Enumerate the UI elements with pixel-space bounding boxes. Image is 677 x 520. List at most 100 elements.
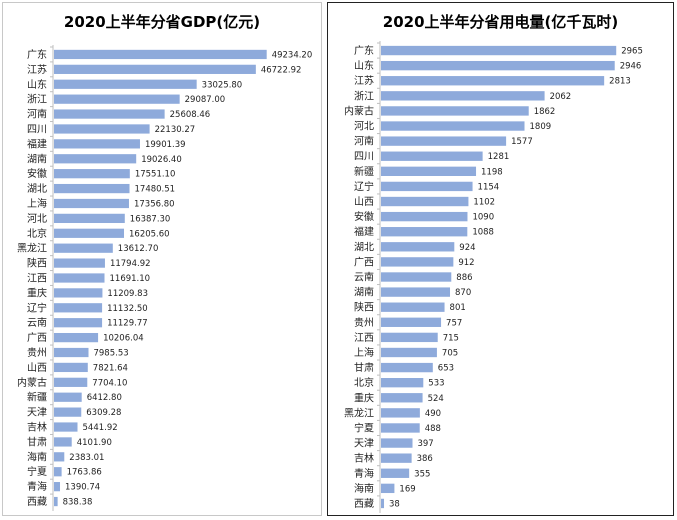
category-label: 上海	[27, 197, 47, 210]
data-bar	[54, 377, 88, 387]
category-label: 新疆	[27, 391, 47, 404]
data-bar	[54, 467, 62, 477]
category-label: 广西	[27, 332, 47, 344]
value-label: 11209.83	[107, 289, 148, 299]
gdp-chart-title: 2020上半年分省GDP(亿元)	[63, 13, 261, 31]
category-label: 河南	[27, 108, 47, 121]
data-bar	[54, 332, 99, 343]
category-label: 湖南	[354, 286, 374, 299]
data-bar	[381, 362, 433, 373]
data-bar	[381, 377, 424, 388]
data-bar	[381, 317, 442, 327]
category-label: 海南	[354, 482, 374, 495]
data-bar	[381, 408, 420, 418]
value-label: 38	[389, 499, 400, 509]
value-label: 7821.64	[93, 363, 128, 373]
category-label: 山东	[354, 59, 374, 72]
category-label: 重庆	[354, 391, 374, 404]
gdp-chart-panel: 2020上半年分省GDP(亿元) 广东 49234.20 江苏 46722.92 山东 3…	[2, 2, 322, 516]
data-bar	[54, 169, 130, 179]
value-label: 2946	[620, 62, 642, 72]
value-label: 2965	[621, 47, 643, 57]
value-label: 33025.80	[202, 80, 243, 90]
data-bar	[54, 318, 103, 328]
data-bar	[381, 91, 545, 101]
data-bar	[54, 482, 61, 492]
value-label: 488	[425, 424, 441, 434]
data-bar	[381, 166, 477, 177]
data-bar	[381, 287, 451, 297]
value-label: 46722.92	[261, 65, 302, 75]
value-label: 169	[399, 484, 415, 494]
data-bar	[54, 198, 129, 209]
value-label: 13612.70	[118, 244, 159, 254]
data-bar	[381, 468, 410, 478]
data-bar	[381, 196, 469, 207]
category-label: 湖南	[27, 152, 47, 165]
category-label: 浙江	[27, 94, 47, 106]
data-bar	[381, 498, 385, 509]
value-label: 7704.10	[92, 378, 127, 388]
value-label: 2062	[550, 92, 572, 102]
category-label: 西藏	[354, 498, 374, 510]
value-label: 886	[456, 273, 472, 283]
category-label: 北京	[354, 376, 374, 389]
category-label: 云南	[27, 316, 47, 329]
data-bar	[54, 213, 125, 224]
value-label: 49234.20	[272, 50, 313, 60]
category-label: 新疆	[354, 165, 374, 178]
data-bar	[54, 452, 65, 462]
data-bar	[381, 438, 413, 448]
data-bar	[54, 49, 267, 60]
data-bar	[381, 76, 605, 86]
category-label: 青海	[354, 467, 374, 480]
category-label: 辽宁	[354, 180, 374, 193]
category-label: 天津	[354, 438, 374, 450]
category-label: 江苏	[354, 74, 374, 87]
category-label: 甘肃	[27, 435, 47, 448]
category-label: 四川	[27, 124, 47, 135]
data-bar	[54, 124, 150, 134]
value-label: 524	[428, 394, 444, 404]
category-label: 河北	[27, 213, 47, 225]
category-label: 宁夏	[27, 465, 47, 478]
data-bar	[381, 181, 473, 192]
data-bar	[54, 64, 256, 74]
value-label: 5441.92	[83, 423, 118, 433]
data-bar	[381, 45, 617, 56]
category-label: 广西	[354, 256, 374, 268]
value-label: 22130.27	[155, 125, 196, 135]
data-bar	[54, 273, 105, 283]
value-label: 17356.80	[134, 199, 175, 209]
value-label: 16205.60	[129, 229, 170, 239]
value-label: 2383.01	[69, 453, 104, 463]
category-label: 四川	[354, 152, 374, 163]
data-bar	[381, 106, 529, 116]
value-label: 1809	[530, 122, 552, 132]
category-label: 陕西	[27, 257, 47, 270]
value-label: 10206.04	[103, 334, 144, 344]
value-label: 4101.90	[77, 438, 112, 448]
category-label: 陕西	[354, 301, 374, 314]
category-label: 福建	[27, 137, 47, 150]
value-label: 838.38	[63, 498, 93, 508]
value-label: 715	[443, 333, 459, 343]
category-label: 安徽	[27, 167, 47, 180]
category-label: 内蒙古	[344, 104, 374, 117]
value-label: 1763.86	[67, 468, 102, 478]
category-label: 广东	[27, 48, 47, 61]
category-label: 宁夏	[354, 421, 374, 434]
value-label: 6309.28	[86, 408, 121, 418]
category-label: 安徽	[354, 210, 374, 223]
value-label: 397	[417, 439, 433, 449]
value-label: 705	[442, 348, 458, 358]
gdp-bar-chart: 广东 49234.20 江苏 46722.92 山东 33025.80 浙江 29087.00…	[17, 45, 313, 511]
data-bar	[381, 242, 455, 252]
power-chart-title: 2020上半年分省用电量(亿千瓦时)	[382, 13, 619, 31]
data-bar	[54, 407, 82, 417]
data-bar	[381, 227, 468, 237]
category-label: 江西	[354, 332, 374, 344]
value-label: 7985.53	[93, 349, 128, 359]
data-bar	[54, 362, 88, 373]
data-bar	[54, 303, 103, 313]
